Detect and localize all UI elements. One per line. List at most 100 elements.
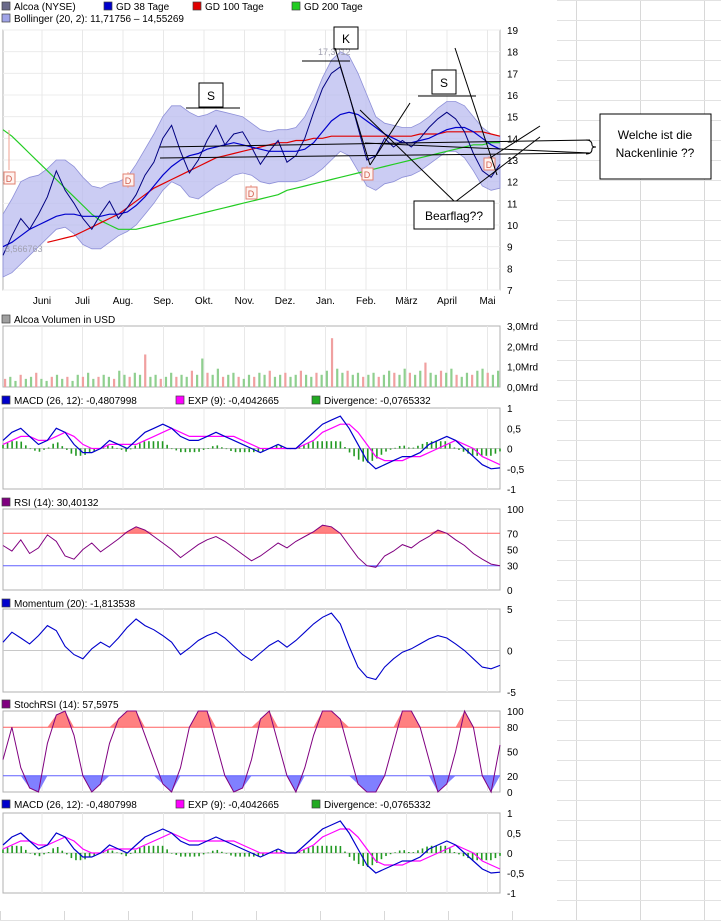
event-marker-label: D (364, 170, 371, 180)
volume-bar (24, 378, 27, 387)
macd2-legend-2: Divergence: -0,0765332 (324, 800, 431, 811)
macd2-divergence-bar (458, 853, 460, 855)
macd-divergence-bar (348, 448, 351, 453)
macd2-divergence-bar (325, 845, 328, 853)
macd2-divergence-bar (243, 853, 246, 857)
macd2-legend-2-swatch (311, 799, 321, 809)
macd-divergence-bar (120, 448, 123, 450)
volume-bar (107, 376, 110, 387)
event-marker-box (483, 157, 496, 171)
macd-y-tick: 1 (507, 404, 513, 415)
volume-bar (97, 376, 100, 387)
macd-y-tick: 0 (507, 445, 513, 456)
macd-divergence-bar (102, 447, 105, 449)
macd2-divergence-bar (2, 849, 4, 853)
macd-divergence-bar (38, 448, 41, 452)
macd-legend-2: Divergence: -0,0765332 (324, 396, 431, 407)
macd-divergence-bar (20, 441, 23, 449)
volume-y-tick: 1,0Mrd (507, 363, 538, 374)
macd-divergence-bar (298, 447, 301, 449)
macd-divergence-bar (380, 448, 383, 455)
macd2-legend-0-swatch (1, 799, 11, 809)
volume-bar (253, 376, 256, 387)
volume-bar (356, 372, 360, 387)
volume-bar (232, 372, 235, 387)
macd2-divergence-bar (79, 853, 82, 861)
volume-bar (61, 378, 64, 387)
macd2-divergence-bar (148, 845, 150, 853)
volume-bar (227, 374, 230, 387)
price-legend-0-swatch (1, 1, 11, 11)
macd2-divergence-bar (435, 845, 437, 853)
macd2-divergence-bar (120, 853, 123, 855)
volume-bar (279, 374, 282, 387)
volume-bar (92, 378, 95, 387)
macd2-divergence-bar (357, 853, 360, 865)
macd2-divergence-bar (426, 846, 428, 853)
macd-divergence-bar (125, 448, 127, 452)
macd2-divergence-bar (344, 851, 346, 853)
volume-bar (388, 370, 391, 387)
macd2-legend-1: EXP (9): -0,4042665 (188, 800, 279, 811)
macd-divergence-bar (230, 448, 232, 452)
macd-divergence-bar (417, 445, 419, 449)
price-legend-2: GD 100 Tage (205, 2, 264, 13)
macd-divergence-bar (385, 448, 387, 452)
volume-bar (4, 378, 7, 387)
volume-bar (382, 374, 386, 387)
volume-bar (45, 380, 48, 387)
event-marker-box (361, 167, 374, 181)
macd2-legend-0: MACD (26, 12): -0,4807998 (14, 800, 137, 811)
momentum-y-tick: -5 (507, 688, 516, 699)
event-marker-label: D (6, 174, 13, 184)
macd-divergence-bar (116, 447, 118, 449)
macd2-divergence-bar (11, 845, 13, 853)
price-y-tick: 7 (507, 286, 513, 297)
macd2-divergence-bar (107, 850, 109, 853)
x-tick-label: Feb. (356, 296, 376, 307)
macd-divergence-bar (216, 445, 219, 449)
macd2-divergence-bar (152, 845, 155, 853)
stochrsi-y-tick: 100 (507, 707, 524, 718)
macd-divergence-bar (161, 441, 164, 449)
rsi-y-tick: 30 (507, 562, 519, 573)
macd-divergence-bar (134, 445, 137, 449)
volume-bar (320, 374, 323, 387)
macd-divergence-bar (453, 447, 456, 449)
macd2-divergence-bar (211, 850, 214, 853)
macd-legend-0: MACD (26, 12): -0,4807998 (14, 396, 137, 407)
macd-divergence-bar (225, 448, 228, 450)
macd2-divergence-bar (47, 852, 50, 853)
macd2-divergence-bar (303, 849, 305, 853)
trend-line-head-down (334, 47, 371, 166)
volume-bar (29, 376, 33, 387)
price-line (2, 65, 501, 256)
annotation-s-left-box (198, 82, 224, 108)
macd2-divergence-bar (366, 853, 369, 868)
volume-bar (118, 370, 121, 387)
macd2-divergence-bar (43, 853, 45, 855)
macd2-divergence-bar (385, 853, 387, 857)
macd-divergence-bar (353, 448, 355, 457)
volume-bar (216, 368, 219, 387)
volume-bar (9, 376, 12, 387)
price-legend-0: Alcoa (NYSE) (14, 2, 76, 13)
macd2-divergence-bar (38, 853, 41, 857)
macd2-divergence-bar (403, 850, 406, 853)
macd2-divergence-bar (184, 853, 187, 857)
momentum-line (2, 612, 501, 681)
annotation-s-left: S (207, 89, 215, 103)
macd2-divergence-bar (321, 845, 323, 853)
volume-bar (408, 372, 411, 387)
macd2-divergence-bar (330, 845, 333, 853)
volume-bar (341, 372, 344, 387)
macd-divergence-bar (449, 443, 451, 449)
volume-bar (66, 376, 69, 387)
stochrsi-line (2, 709, 501, 794)
volume-bar (180, 374, 183, 387)
macd2-divergence-bar (34, 853, 36, 856)
macd2-divergence-bar (449, 848, 451, 853)
volume-bar (445, 372, 448, 387)
volume-bar (393, 372, 396, 387)
bearflag-pointer-right (454, 136, 541, 203)
